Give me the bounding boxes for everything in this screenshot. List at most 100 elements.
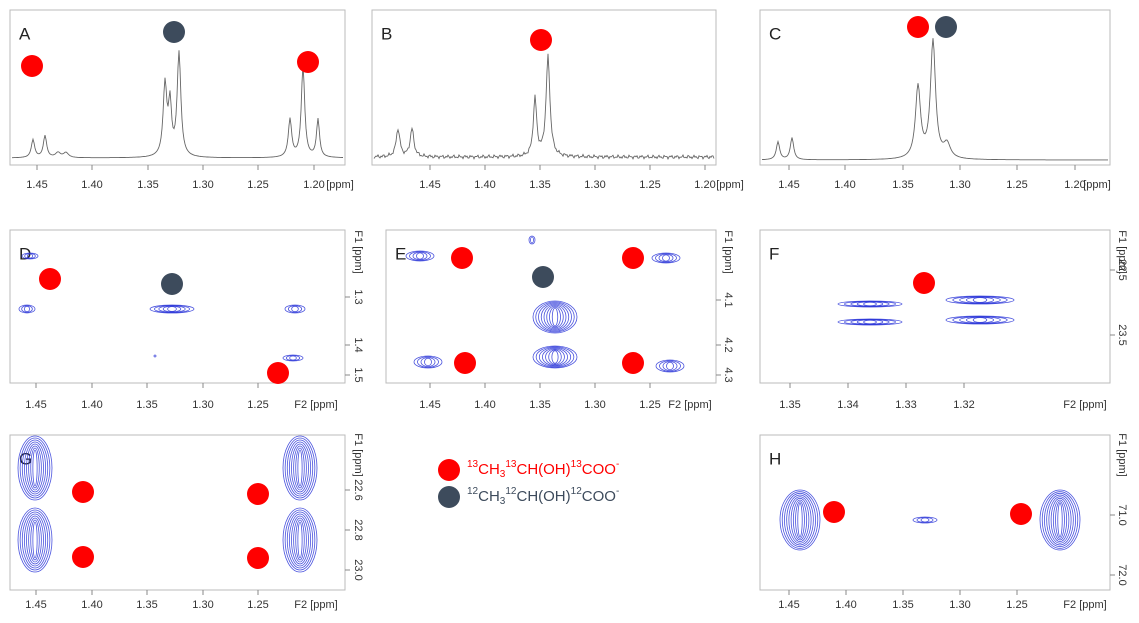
panel-frame [371, 9, 717, 166]
contour [779, 489, 821, 551]
contour [167, 306, 177, 312]
contour [26, 253, 34, 259]
y-tick-label: 1.5 [352, 367, 364, 382]
x-tick-label: 1.30 [192, 179, 213, 191]
x-tick-label: 1.35 [136, 399, 157, 411]
marker-13c [907, 16, 929, 38]
contour [413, 355, 443, 369]
contour [405, 250, 435, 262]
contour [21, 252, 39, 260]
contour [284, 304, 306, 314]
contour [282, 435, 318, 501]
legend-part: CH(OH) [516, 461, 570, 478]
x-tick-label: 1.25 [1006, 179, 1027, 191]
contour [284, 509, 316, 571]
panel-label: B [381, 24, 392, 43]
legend-marker [438, 459, 460, 481]
contour [1046, 494, 1074, 546]
x-tick-label: 1.45 [778, 599, 799, 611]
y-axis-unit: F1 [ppm] [722, 230, 734, 273]
x-axis-unit: F2 [ppm] [294, 399, 337, 411]
contour [32, 521, 38, 559]
x-tick-label: 1.25 [639, 179, 660, 191]
contour [920, 517, 930, 523]
contour [781, 491, 819, 549]
contour [153, 354, 157, 358]
x-axis-unit: F2 [ppm] [1063, 599, 1106, 611]
y-tick-label: 4.1 [722, 292, 734, 307]
contour [288, 441, 312, 495]
contour [530, 236, 534, 244]
contour [19, 509, 51, 571]
contour [26, 443, 44, 493]
contour [288, 513, 312, 567]
contour [1044, 492, 1076, 548]
marker-13c [247, 547, 269, 569]
marker-13c [267, 362, 289, 384]
contour [284, 437, 316, 499]
marker-12c [532, 266, 554, 288]
contour [21, 305, 33, 313]
legend-text: 12CH312CH(OH)12COO- [467, 486, 619, 507]
contour [912, 516, 938, 524]
contour [409, 251, 431, 261]
marker-13c [451, 247, 473, 269]
contour [412, 251, 428, 261]
x-tick-label: 1.30 [949, 179, 970, 191]
x-tick-label: 1.32 [953, 399, 974, 411]
x-axis-unit: F2 [ppm] [668, 399, 711, 411]
contour [658, 253, 674, 263]
contour [420, 357, 436, 367]
contour [659, 360, 681, 372]
marker-13c [39, 268, 61, 290]
marker-13c [72, 481, 94, 503]
panel-label: E [395, 244, 406, 263]
x-tick-label: 1.34 [837, 399, 858, 411]
x-tick-label: 1.30 [584, 399, 605, 411]
y-axis-unit: F1 [ppm] [352, 230, 364, 273]
x-tick-label: 1.40 [81, 599, 102, 611]
legend-part: CH [478, 461, 500, 478]
contour [1050, 497, 1070, 543]
x-tick-label: 1.35 [137, 179, 158, 191]
x-tick-label: 1.30 [584, 179, 605, 191]
x-tick-label: 1.20 [694, 179, 715, 191]
contour [535, 346, 575, 368]
x-tick-label: 1.40 [834, 179, 855, 191]
legend-part: - [616, 486, 619, 497]
x-tick-label: 1.35 [779, 399, 800, 411]
x-tick-label: 1.30 [192, 399, 213, 411]
contour [666, 361, 674, 371]
x-axis-unit: [ppm] [1083, 179, 1111, 191]
marker-13c [530, 29, 552, 51]
legend-part: COO [582, 488, 616, 505]
y-tick-label: 22.8 [352, 519, 364, 540]
contour [532, 300, 578, 334]
contour [291, 305, 299, 313]
contour [538, 302, 572, 332]
contour [291, 443, 309, 493]
x-tick-label: 1.40 [835, 599, 856, 611]
marker-13c [913, 272, 935, 294]
contour [972, 297, 988, 303]
x-tick-label: 1.35 [136, 599, 157, 611]
x-tick-label: 1.45 [419, 399, 440, 411]
y-tick-label: 22.5 [1116, 259, 1128, 280]
x-tick-label: 1.20 [1064, 179, 1085, 191]
x-tick-label: 1.45 [778, 179, 799, 191]
panel-label: A [19, 24, 31, 43]
legend-part: 3 [500, 469, 506, 480]
x-tick-label: 1.30 [192, 599, 213, 611]
contour [1052, 499, 1068, 541]
contour [1041, 491, 1079, 549]
contour [651, 252, 681, 264]
y-tick-label: 23.0 [352, 559, 364, 580]
contour [540, 303, 570, 331]
contour [792, 499, 808, 541]
contour [655, 253, 677, 263]
y-tick-label: 22.6 [352, 479, 364, 500]
x-tick-label: 1.45 [25, 399, 46, 411]
contour [21, 511, 49, 569]
contour [535, 301, 575, 333]
